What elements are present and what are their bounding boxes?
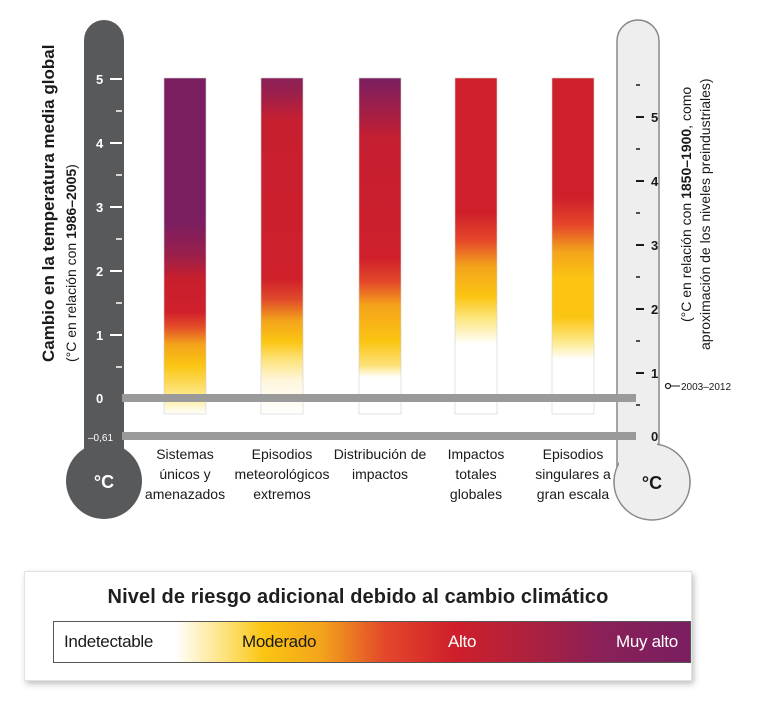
left-tick-label-4: 4 [96,136,104,151]
category-label-line: totales [455,466,496,482]
left-tick-label-1: 1 [96,328,103,343]
left-unit-label: °C [94,472,114,492]
zero-reference-band [122,394,636,402]
left-tick-label-0: 0 [96,391,103,406]
left-tick-label-min: –0,61 [88,433,113,444]
right-tick-label-0: 0 [651,429,658,444]
category-label-line: impactos [352,466,408,482]
left-tick-label-2: 2 [96,264,103,279]
right-axis: 5 4 3 2 1 0 [636,84,659,444]
category-labels: Sistemas únicos y amenazados Episodios m… [145,446,611,502]
left-thermometer-tube [84,20,124,490]
period-marker-dot [664,382,672,390]
category-label-line: Episodios [543,446,604,462]
risk-column [551,77,595,415]
category-label-line: globales [450,486,502,502]
category-label-line: amenazados [145,486,225,502]
left-tick-label-5: 5 [96,72,103,87]
legend-color-scale: Indetectable Moderado Alto Muy alto [53,621,691,663]
category-label-line: gran escala [537,486,610,502]
category-label-line: meteorológicos [235,466,330,482]
category-label-line: Impactos [448,446,505,462]
risk-column [358,77,402,415]
category-label-line: Sistemas [156,446,214,462]
right-thermometer-tube [616,19,660,491]
period-marker: 2003–2012 [664,382,731,393]
right-axis-title: (°C en relación con 1850–1900, como [678,87,694,322]
right-thermometer: °C [613,19,691,521]
left-thermometer: °C [66,20,142,519]
legend-title: Nivel de riesgo adicional debido al camb… [107,586,609,608]
left-axis-subtitle: (°C en relación con 1986–2005) [63,164,79,362]
right-tick-label-5: 5 [651,110,658,125]
risk-columns [163,77,595,415]
category-label-line: Episodios [252,446,313,462]
right-unit-label: °C [642,473,662,493]
right-tick-label-3: 3 [651,238,658,253]
left-tick-label-3: 3 [96,200,103,215]
right-tick-label-2: 2 [651,302,658,317]
legend-label-high: Alto [448,632,477,651]
category-label-line: singulares a [535,466,611,482]
legend-label-moderate: Moderado [242,632,317,651]
right-tick-label-1: 1 [651,366,658,381]
risk-column [163,77,207,415]
risk-column [454,77,498,415]
baseline-reference-band [122,432,636,440]
right-tick-label-4: 4 [651,174,659,189]
legend-label-very-high: Muy alto [616,632,678,651]
category-label-line: Distribución de [334,446,427,462]
left-axis: 5 4 3 2 1 0 –0,61 [88,72,122,444]
legend-label-undetectable: Indetectable [64,632,154,651]
risk-legend: Nivel de riesgo adicional debido al camb… [24,571,692,681]
risk-column [260,77,304,415]
category-label-line: únicos y [159,466,210,482]
right-thermometer-joint [619,440,657,470]
left-axis-title: Cambio en la temperatura media global [39,45,58,362]
left-thermometer-bulb [66,443,142,519]
category-label-line: extremos [253,486,311,502]
right-axis-subtitle: aproximación de los niveles preindustria… [697,78,713,350]
period-marker-label: 2003–2012 [681,382,731,393]
